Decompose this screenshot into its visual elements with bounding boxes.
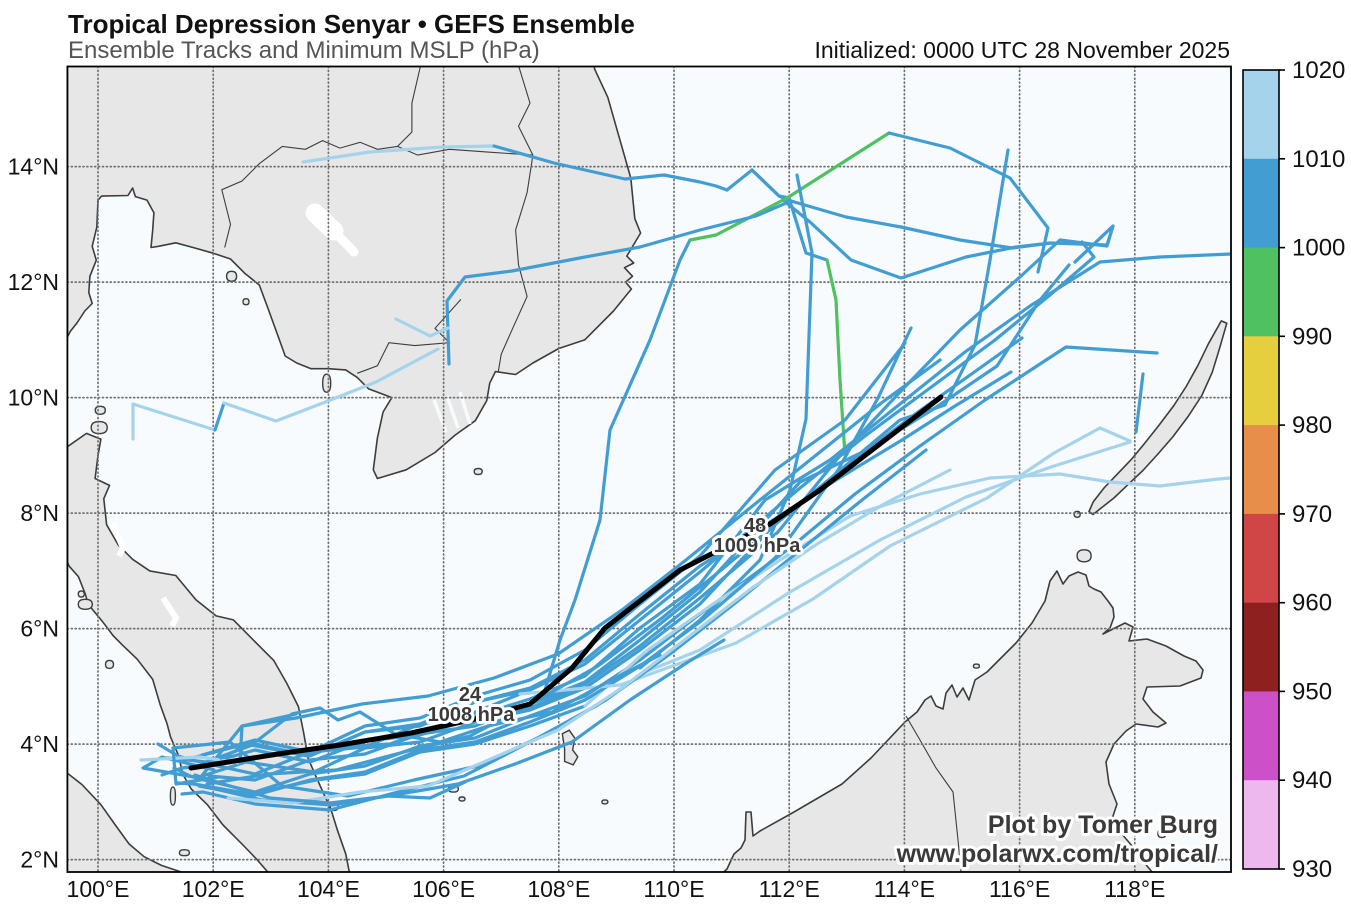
- svg-text:Plot by Tomer Burg: Plot by Tomer Burg: [988, 811, 1218, 839]
- svg-text:48: 48: [744, 515, 766, 537]
- svg-text:12°N: 12°N: [8, 269, 59, 295]
- svg-text:48: 48: [744, 515, 766, 537]
- svg-text:104°E: 104°E: [297, 876, 360, 902]
- svg-text:970: 970: [1292, 501, 1332, 528]
- svg-text:Tropical Depression Senyar • G: Tropical Depression Senyar • GEFS Ensemb…: [68, 9, 635, 39]
- svg-text:1010: 1010: [1292, 146, 1345, 173]
- svg-text:1020: 1020: [1292, 57, 1345, 84]
- svg-text:Initialized: 0000 UTC 28 Novem: Initialized: 0000 UTC 28 November 2025: [814, 37, 1230, 63]
- svg-text:14°N: 14°N: [8, 154, 59, 180]
- svg-text:950: 950: [1292, 678, 1332, 705]
- svg-text:Ensemble Tracks and Minimum MS: Ensemble Tracks and Minimum MSLP (hPa): [68, 37, 540, 64]
- svg-text:114°E: 114°E: [874, 876, 935, 902]
- svg-text:1000: 1000: [1292, 235, 1345, 262]
- svg-text:102°E: 102°E: [182, 876, 245, 902]
- svg-text:990: 990: [1292, 323, 1332, 350]
- svg-text:112°E: 112°E: [759, 876, 820, 902]
- svg-text:2°N: 2°N: [20, 847, 59, 873]
- svg-text:1008 hPa: 1008 hPa: [428, 704, 516, 726]
- svg-text:www.polarwx.com/tropical/: www.polarwx.com/tropical/: [896, 840, 1218, 868]
- svg-text:980: 980: [1292, 412, 1332, 439]
- svg-text:24: 24: [459, 684, 482, 706]
- svg-text:1009 hPa: 1009 hPa: [714, 535, 802, 557]
- svg-text:108°E: 108°E: [527, 876, 590, 902]
- svg-text:106°E: 106°E: [412, 876, 475, 902]
- svg-text:118°E: 118°E: [1104, 876, 1165, 902]
- svg-text:Plot by Tomer Burg: Plot by Tomer Burg: [988, 811, 1218, 839]
- svg-text:www.polarwx.com/tropical/: www.polarwx.com/tropical/: [896, 840, 1218, 868]
- svg-text:100°E: 100°E: [67, 876, 130, 902]
- svg-text:930: 930: [1292, 856, 1332, 883]
- svg-text:8°N: 8°N: [20, 500, 59, 526]
- svg-text:6°N: 6°N: [20, 616, 59, 642]
- svg-text:4°N: 4°N: [20, 731, 59, 757]
- svg-text:1009 hPa: 1009 hPa: [714, 535, 802, 557]
- svg-text:116°E: 116°E: [989, 876, 1050, 902]
- svg-text:940: 940: [1292, 767, 1332, 794]
- svg-text:10°N: 10°N: [8, 385, 59, 411]
- svg-text:110°E: 110°E: [643, 876, 704, 902]
- svg-text:1008 hPa: 1008 hPa: [428, 704, 516, 726]
- svg-text:960: 960: [1292, 590, 1332, 617]
- svg-text:24: 24: [459, 684, 482, 706]
